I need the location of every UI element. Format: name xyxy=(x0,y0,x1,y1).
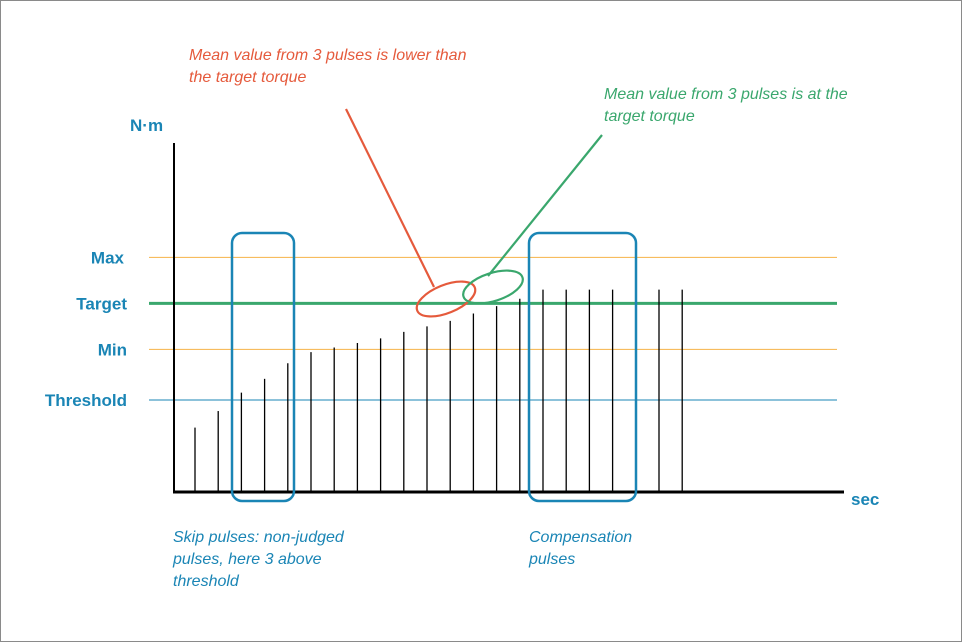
mean-at-target-annotation: Mean value from 3 pulses is at the targe… xyxy=(604,86,848,125)
x-axis-label: sec xyxy=(851,490,879,509)
mean-at-target-pointer-line xyxy=(487,134,603,277)
mean-low-ellipse xyxy=(415,280,477,318)
threshold-level-label: Threshold xyxy=(45,391,127,410)
axes: N·m sec xyxy=(130,116,879,509)
level-labels: Max Target Min Threshold xyxy=(45,248,128,410)
callouts xyxy=(345,108,603,318)
skip-pulses-bracket xyxy=(230,231,296,503)
pulses xyxy=(194,289,683,492)
brackets xyxy=(230,231,638,503)
compensation-pulses-bracket xyxy=(527,231,638,503)
mean-at-target-ellipse xyxy=(462,269,524,305)
min-level-label: Min xyxy=(98,340,127,359)
max-level-label: Max xyxy=(91,248,125,267)
mean-low-pointer-line xyxy=(345,108,435,288)
target-level-label: Target xyxy=(76,294,127,313)
level-lines xyxy=(149,256,837,401)
mean-low-annotation: Mean value from 3 pulses is lower than t… xyxy=(189,47,467,86)
compensation-pulses-annotation: Compensation pulses xyxy=(529,529,633,568)
y-axis-label: N·m xyxy=(130,116,163,135)
skip-pulses-annotation: Skip pulses: non-judged pulses, here 3 a… xyxy=(173,529,344,590)
